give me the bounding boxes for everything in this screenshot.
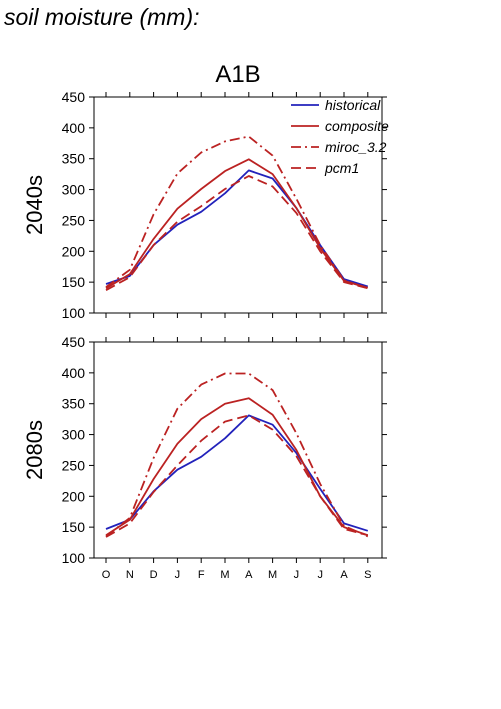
series-line-historical [105, 414, 369, 532]
x-tick-label: F [198, 569, 205, 581]
legend-label: pcm1 [324, 160, 359, 176]
series-line-historical [105, 169, 369, 288]
series-line-composite [105, 158, 369, 290]
y-tick-label: 250 [62, 212, 86, 228]
y-tick-label: 100 [62, 305, 86, 321]
y-tick-label: 350 [62, 151, 86, 167]
x-tick-label: J [317, 569, 323, 581]
y-tick-label: 400 [62, 120, 86, 136]
series-line-pcm1 [105, 175, 369, 291]
page-title: soil moisture (mm): [4, 4, 200, 30]
legend-label: miroc_3.2 [325, 139, 387, 155]
x-tick-label: D [150, 569, 158, 581]
y-tick-label: 400 [62, 365, 86, 381]
x-tick-label: A [340, 569, 348, 581]
panel-2-ylabel: 2080s [22, 420, 47, 480]
y-tick-label: 100 [62, 550, 86, 566]
legend-label: historical [325, 97, 381, 113]
y-tick-label: 150 [62, 519, 86, 535]
x-tick-label: J [175, 569, 181, 581]
series-line-pcm1 [105, 414, 369, 538]
y-tick-label: 450 [62, 334, 86, 350]
x-tick-label: S [364, 569, 371, 581]
legend-label: composite [325, 118, 389, 134]
y-tick-label: 150 [62, 274, 86, 290]
y-tick-label: 450 [62, 89, 86, 105]
x-tick-label: M [220, 569, 229, 581]
series-line-miroc-3-2 [105, 372, 369, 538]
y-tick-label: 350 [62, 396, 86, 412]
y-tick-label: 200 [62, 488, 86, 504]
panel-1-ylabel: 2040s [22, 175, 47, 235]
x-tick-label: O [102, 569, 111, 581]
y-tick-label: 300 [62, 182, 86, 198]
y-tick-label: 300 [62, 427, 86, 443]
panel-1-frame [93, 96, 383, 314]
y-tick-label: 250 [62, 457, 86, 473]
series-line-miroc-3-2 [105, 135, 369, 290]
x-tick-label: N [126, 569, 134, 581]
x-tick-label: A [245, 569, 253, 581]
x-tick-label: M [268, 569, 277, 581]
x-tick-label: J [294, 569, 300, 581]
y-tick-label: 200 [62, 243, 86, 259]
series-line-composite [105, 397, 369, 537]
chart-title: A1B [215, 61, 260, 88]
panel-2-frame [93, 341, 383, 559]
